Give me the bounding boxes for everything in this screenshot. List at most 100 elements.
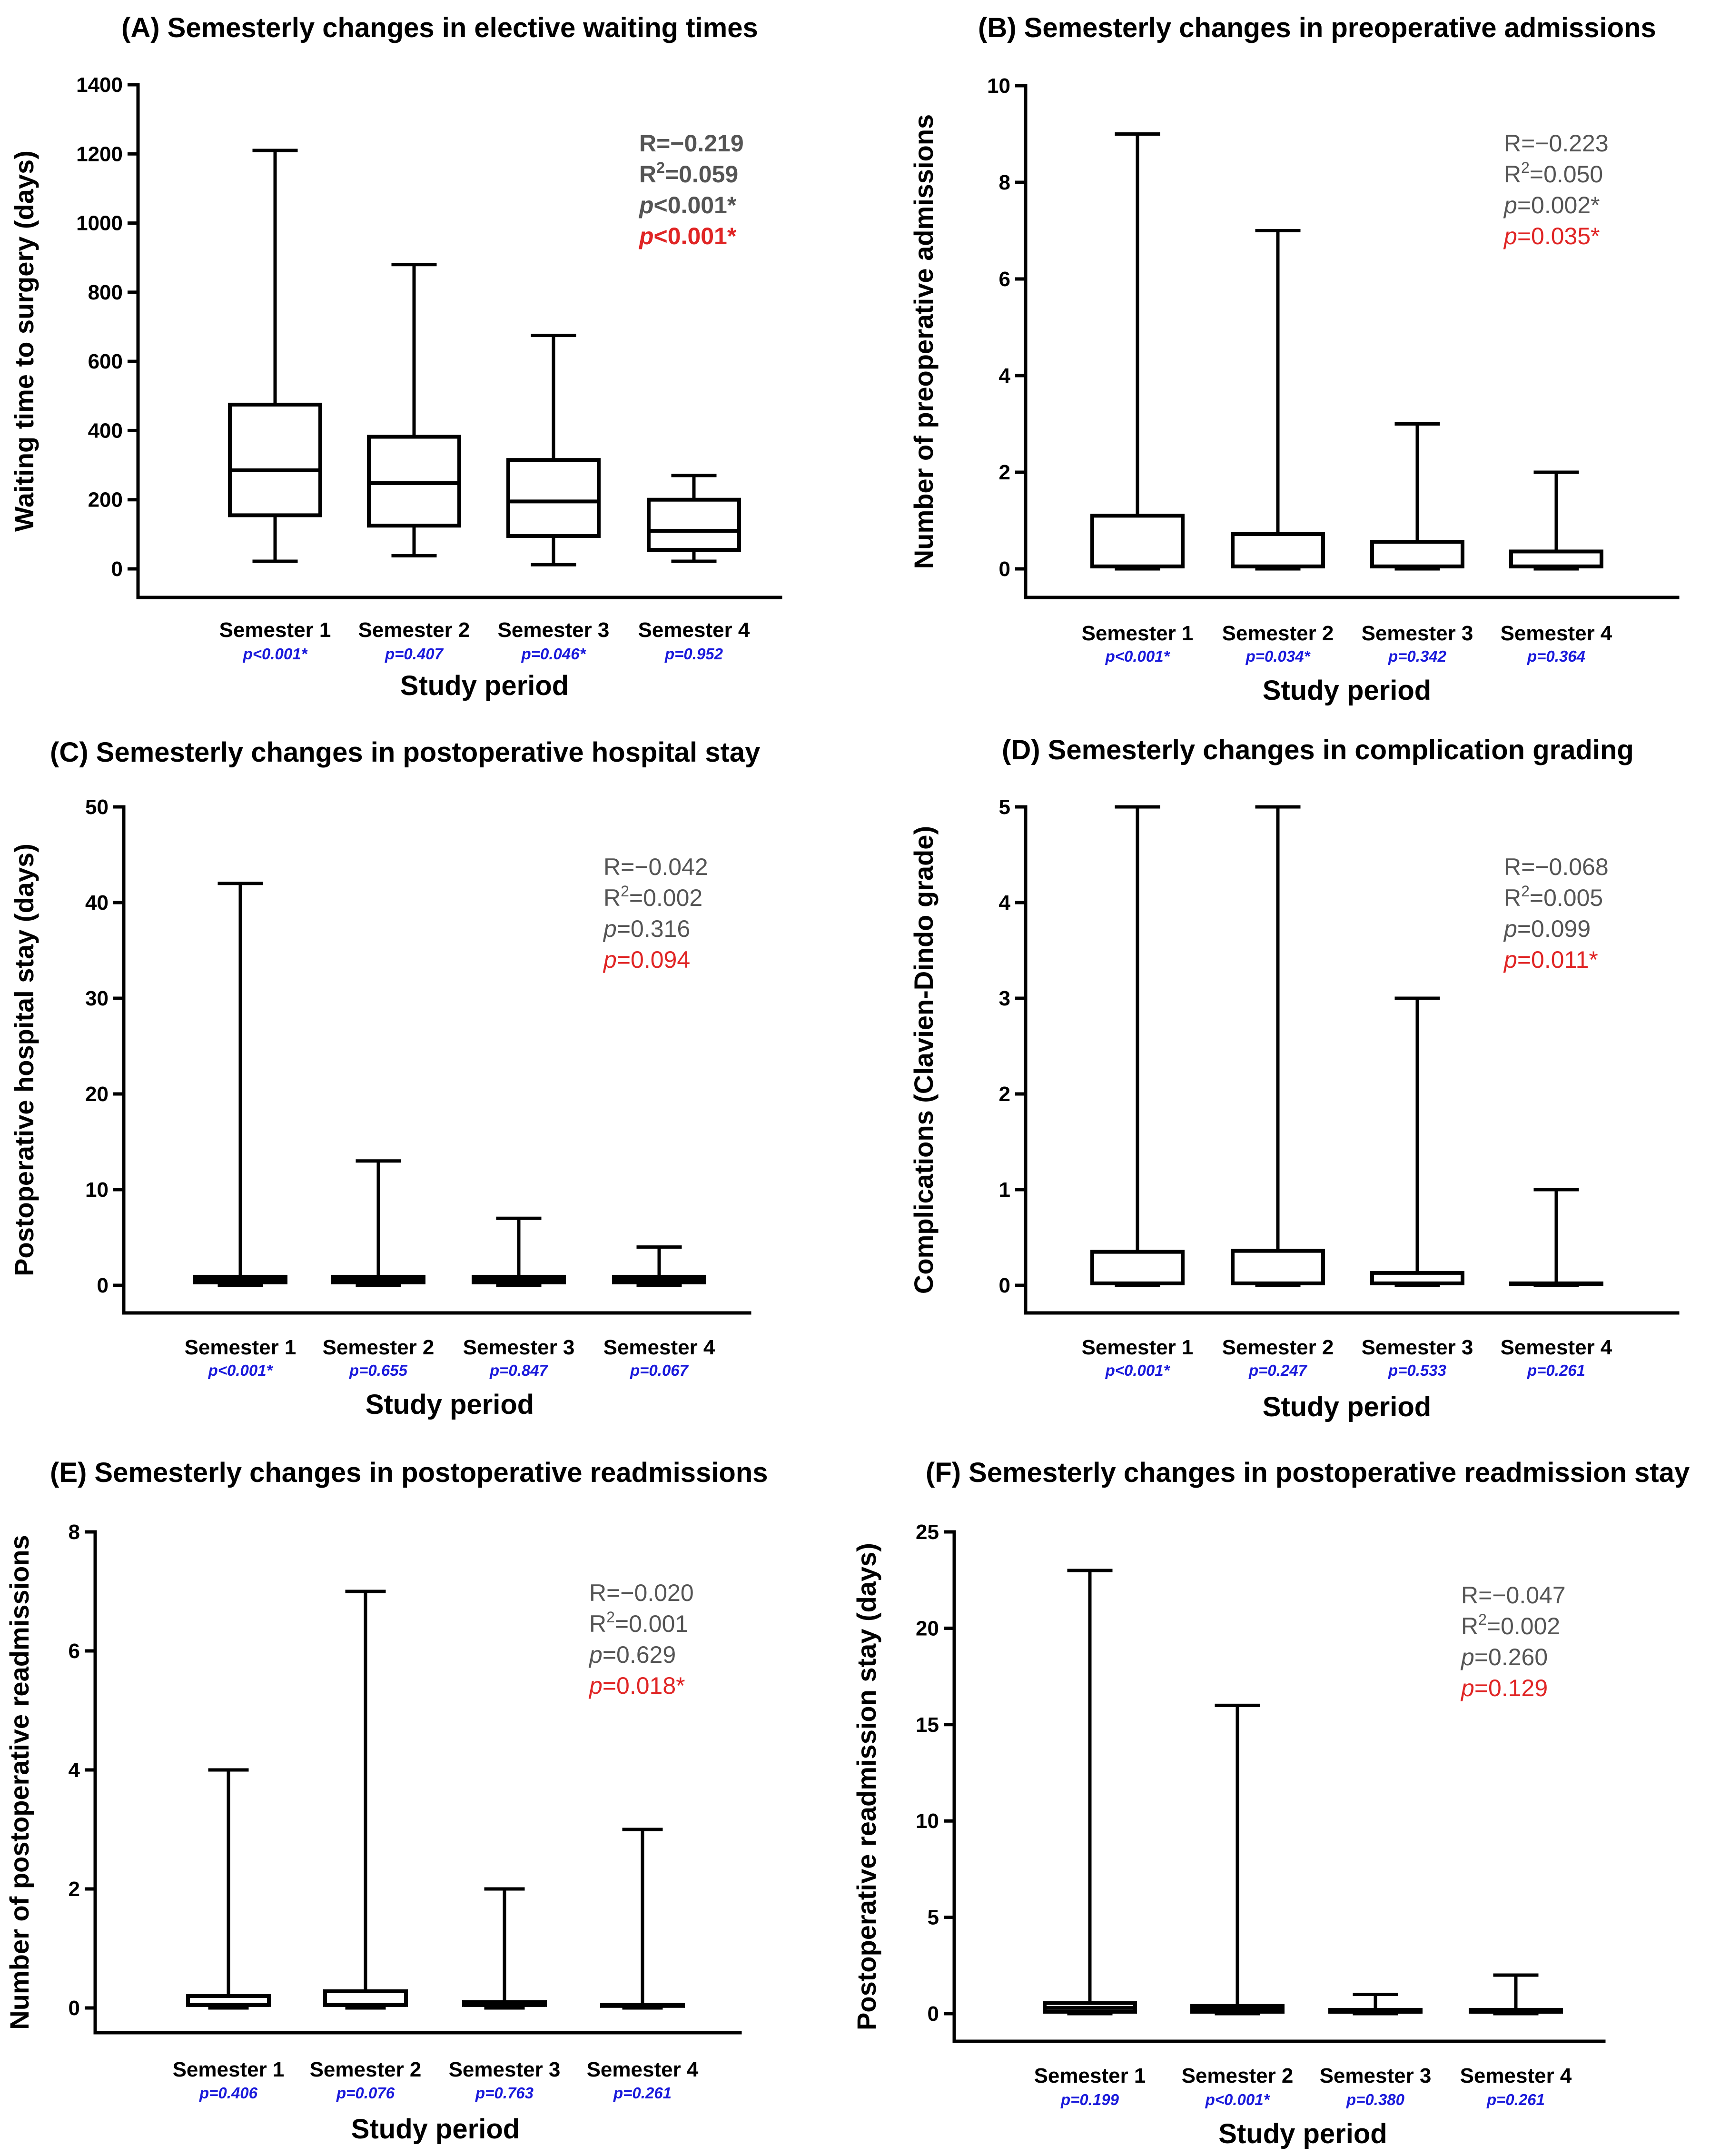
category-label: Semester 3 [1320, 2064, 1432, 2087]
category-p-value: p=0.847 [489, 1361, 549, 1379]
panel-f: (F) Semesterly changes in postoperative … [851, 1457, 1690, 2149]
panel-title: (B) Semesterly changes in preoperative a… [978, 12, 1656, 43]
x-axis-label: Study period [1263, 675, 1431, 706]
box-3 [1370, 996, 1464, 1287]
y-tick-label: 0 [999, 1274, 1010, 1297]
category-p-value: p=0.655 [349, 1361, 408, 1379]
box-3 [506, 334, 601, 566]
category-p-value: p=0.199 [1060, 2091, 1119, 2108]
y-tick-label: 10 [916, 1809, 939, 1833]
y-tick-label: 5 [999, 795, 1010, 819]
y-tick-label: 0 [999, 557, 1010, 581]
stat-line: p=0.316 [603, 915, 690, 942]
stat-line: p=0.011* [1503, 946, 1598, 973]
y-tick-label: 0 [111, 557, 123, 581]
y-tick-label: 20 [85, 1083, 109, 1106]
stat-line: p<0.001* [638, 223, 737, 249]
category-label: Semester 2 [323, 1336, 435, 1359]
y-tick-label: 2 [69, 1878, 80, 1901]
category-p-value: p=0.364 [1527, 647, 1585, 665]
category-label: Semester 1 [173, 2058, 285, 2081]
category-p-value: p=0.380 [1346, 2091, 1405, 2108]
y-tick-label: 10 [987, 74, 1010, 98]
category-label: Semester 2 [310, 2058, 422, 2081]
y-tick-label: 5 [928, 1906, 939, 1929]
stat-line: R2=0.002 [603, 883, 702, 911]
box-2 [1190, 1703, 1285, 2016]
box-3 [1370, 422, 1464, 571]
y-tick-label: 800 [88, 281, 123, 304]
iqr-box [506, 458, 601, 538]
iqr-box [1370, 540, 1464, 568]
category-label: Semester 3 [1362, 1336, 1473, 1359]
y-tick-label: 3 [999, 987, 1010, 1010]
stat-line: R2=0.050 [1504, 159, 1603, 188]
y-tick-label: 30 [85, 987, 109, 1010]
category-p-value: p=0.261 [1486, 2091, 1545, 2108]
iqr-box [323, 1989, 408, 2007]
box-1 [1090, 805, 1185, 1287]
category-label: Semester 4 [1501, 1336, 1612, 1359]
stat-line: p=0.629 [588, 1641, 676, 1668]
x-axis-label: Study period [351, 2114, 520, 2145]
category-p-value: p<0.001* [1205, 2091, 1271, 2108]
y-tick-label: 600 [88, 350, 123, 373]
box-2 [1231, 229, 1325, 571]
stat-line: p=0.002* [1503, 192, 1600, 219]
category-label: Semester 2 [1222, 622, 1334, 645]
y-tick-label: 2 [999, 461, 1010, 484]
iqr-box [1090, 1250, 1185, 1285]
y-tick-label: 4 [999, 891, 1011, 914]
category-label: Semester 4 [1501, 622, 1612, 645]
y-tick-label: 1200 [76, 142, 123, 166]
y-axis-label: Number of preoperative admissions [909, 114, 939, 569]
stat-line: p<0.001* [638, 192, 737, 219]
iqr-box [228, 402, 322, 517]
panel-title: (D) Semesterly changes in complication g… [1002, 735, 1634, 765]
box-1 [186, 1768, 271, 2010]
category-label: Semester 1 [1034, 2064, 1146, 2087]
iqr-box [1090, 514, 1185, 568]
category-label: Semester 2 [358, 618, 470, 642]
category-p-value: p<0.001* [208, 1361, 274, 1379]
iqr-box [1509, 549, 1603, 568]
category-p-value: p=0.406 [199, 2084, 258, 2102]
stat-line: R=−0.219 [639, 130, 744, 157]
stat-line: R=−0.068 [1504, 854, 1609, 880]
category-p-value: p<0.001* [243, 645, 308, 663]
stat-line: R2=0.002 [1461, 1611, 1560, 1639]
box-3 [462, 1887, 547, 2010]
stat-line: R=−0.042 [603, 854, 708, 880]
stat-line: R=−0.020 [589, 1580, 694, 1606]
box-1 [1090, 132, 1185, 571]
y-axis-label: Postoperative readmission stay (days) [851, 1543, 881, 2030]
box-4 [600, 1828, 685, 2010]
stat-line: R=−0.223 [1504, 130, 1609, 157]
category-p-value: p=0.046* [521, 645, 587, 663]
panel-d: (D) Semesterly changes in complication g… [909, 735, 1680, 1422]
y-tick-label: 2 [999, 1083, 1010, 1106]
box-4 [1509, 470, 1603, 571]
panel-a: (A) Semesterly changes in elective waiti… [9, 12, 782, 701]
y-tick-label: 400 [88, 419, 123, 442]
x-axis-label: Study period [366, 1389, 534, 1420]
iqr-box [1231, 532, 1325, 568]
category-label: Semester 4 [1460, 2064, 1572, 2087]
box-1 [193, 882, 287, 1287]
stat-line: R2=0.005 [1504, 883, 1603, 911]
stat-line: p=0.094 [603, 946, 690, 973]
y-axis-label: Waiting time to surgery (days) [9, 150, 39, 532]
category-p-value: p=0.952 [664, 645, 723, 663]
y-tick-label: 0 [928, 2002, 939, 2026]
iqr-box [1231, 1249, 1325, 1285]
box-4 [612, 1245, 706, 1287]
y-tick-label: 0 [69, 1997, 80, 2020]
y-tick-label: 200 [88, 488, 123, 512]
y-tick-label: 40 [85, 891, 109, 914]
panel-title: (C) Semesterly changes in postoperative … [50, 737, 760, 768]
panel-b: (B) Semesterly changes in preoperative a… [909, 12, 1680, 706]
box-3 [472, 1216, 566, 1287]
category-p-value: p=0.261 [1527, 1361, 1585, 1379]
panel-title: (F) Semesterly changes in postoperative … [926, 1457, 1690, 1488]
